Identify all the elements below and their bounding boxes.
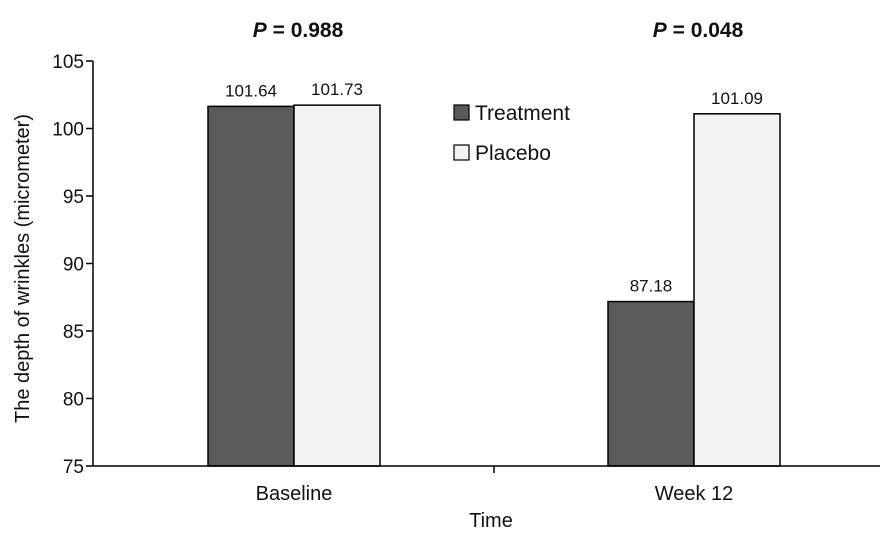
legend-swatch-placebo	[453, 144, 470, 161]
legend-label-placebo: Placebo	[475, 142, 551, 165]
y-ticks-layer: 75 80 85 90 95 100 105	[52, 52, 93, 478]
category-labels-layer: Baseline Week 12	[256, 483, 734, 505]
data-label: 87.18	[630, 277, 673, 296]
p-values-layer: P = 0.988 P = 0.048	[253, 19, 744, 42]
data-label: 101.09	[711, 89, 763, 108]
x-category-label: Baseline	[256, 483, 333, 505]
data-label: 101.64	[225, 81, 277, 100]
bar-placebo-baseline	[293, 104, 381, 467]
data-label: 101.73	[311, 80, 363, 99]
bar-treatment-week-12	[607, 300, 695, 467]
bar-placebo-week-12	[693, 113, 781, 467]
y-tick-label: 90	[63, 255, 84, 276]
y-tick-label: 95	[63, 187, 84, 208]
bar-treatment-baseline	[207, 105, 295, 467]
legend: Treatment Placebo	[453, 102, 570, 165]
p-value-label: P = 0.988	[253, 19, 344, 42]
legend-swatch-treatment	[453, 104, 470, 121]
y-tick-label: 85	[63, 322, 84, 343]
bars-layer	[207, 104, 781, 467]
x-axis-title: Time	[469, 510, 513, 530]
y-tick-label: 80	[63, 390, 84, 411]
data-labels-layer: 101.64 101.73 87.18 101.09	[225, 80, 763, 295]
y-tick-label: 75	[63, 457, 84, 478]
y-tick-label: 100	[52, 120, 84, 141]
p-value-label: P = 0.048	[653, 19, 744, 42]
legend-label-treatment: Treatment	[475, 102, 570, 125]
y-axis-title: The depth of wrinkles (micrometer)	[12, 114, 34, 423]
x-category-label: Week 12	[655, 483, 734, 505]
y-tick-label: 105	[52, 52, 84, 73]
